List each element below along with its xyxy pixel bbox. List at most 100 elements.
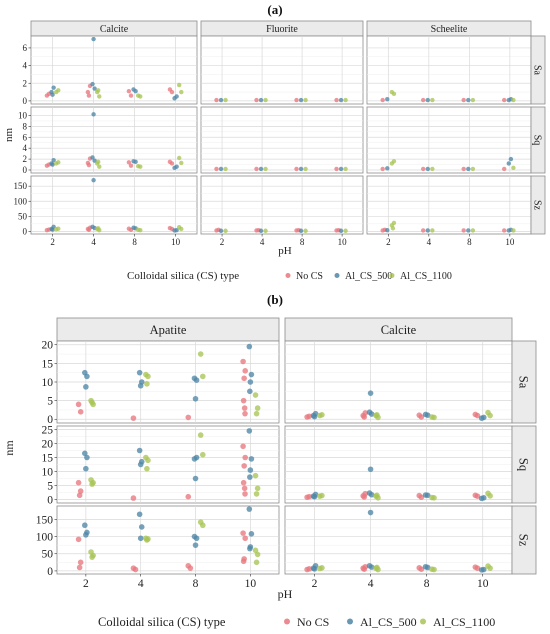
y-tick-label: 8 bbox=[23, 121, 28, 131]
point-al-cs-1100 bbox=[254, 405, 261, 411]
panel-a-calcite-sa: 0 2 4 6 bbox=[23, 35, 198, 106]
point-al-cs-500 bbox=[246, 506, 253, 512]
point-al-cs-1100 bbox=[252, 472, 259, 479]
figure-b-legend-title: Colloidal silica (CS) type bbox=[98, 615, 226, 629]
figure-a-xlabel: pH bbox=[278, 245, 292, 257]
point-no-cs bbox=[86, 227, 92, 233]
point-al-cs-1100 bbox=[511, 165, 516, 171]
point-no-cs bbox=[418, 494, 425, 501]
point-al-cs-500 bbox=[480, 566, 487, 573]
point-al-cs-500 bbox=[133, 88, 138, 94]
strip-b-apatite: Apatite bbox=[56, 317, 280, 342]
point-no-cs bbox=[240, 530, 246, 536]
point-al-cs-500 bbox=[83, 532, 89, 538]
panel-a-calcite-sz: 0 50 100 150 2 4 8 10 bbox=[14, 175, 198, 247]
point-al-cs-500 bbox=[246, 428, 253, 434]
point-al-cs-500 bbox=[50, 92, 55, 97]
y-tick-label: 4 bbox=[23, 61, 28, 71]
x-tick-label: 10 bbox=[171, 237, 181, 247]
point-no-cs bbox=[474, 493, 481, 499]
y-tick-label: 20 bbox=[42, 340, 54, 352]
figure-b-legend: Colloidal silica (CS) type No CS Al_CS_5… bbox=[98, 615, 495, 629]
point-al-cs-1100 bbox=[470, 97, 476, 103]
point-al-cs-500 bbox=[90, 155, 95, 160]
point-al-cs-500 bbox=[137, 382, 144, 389]
point-al-cs-1100 bbox=[176, 155, 182, 161]
point-al-cs-500 bbox=[51, 85, 56, 90]
point-al-cs-1100 bbox=[252, 392, 259, 398]
y-tick-label: 100 bbox=[36, 531, 54, 543]
row-strip-label-a-sz: Sz bbox=[532, 200, 543, 211]
y-tick-label: 20 bbox=[42, 438, 54, 450]
point-no-cs bbox=[86, 162, 92, 168]
panel-b-calcite-sz: 2 4 8 10 bbox=[284, 505, 513, 590]
point-al-cs-500 bbox=[137, 535, 144, 542]
point-al-cs-500 bbox=[385, 96, 390, 102]
point-al-cs-500 bbox=[258, 228, 264, 233]
point-al-cs-500 bbox=[368, 491, 375, 498]
point-no-cs bbox=[76, 564, 83, 571]
point-al-cs-1100 bbox=[343, 97, 348, 103]
panel-bg-a-calcite-sz bbox=[30, 175, 198, 235]
point-al-cs-500 bbox=[311, 413, 318, 420]
point-al-cs-500 bbox=[91, 177, 96, 183]
point-al-cs-1100 bbox=[179, 89, 184, 95]
figure-a-legend-item-al-cs-500: Al_CS_500 bbox=[334, 271, 392, 282]
point-al-cs-500 bbox=[246, 343, 253, 350]
y-tick-label: 0 bbox=[47, 414, 53, 426]
row-strip-label-b-sq: Sq bbox=[517, 458, 531, 472]
point-al-cs-1100 bbox=[223, 97, 228, 103]
point-al-cs-1100 bbox=[56, 226, 61, 231]
y-tick-label: 0 bbox=[23, 226, 28, 236]
point-al-cs-500 bbox=[247, 379, 254, 385]
figure-a-legend-marker-al-cs-1100 bbox=[389, 273, 395, 278]
point-al-cs-500 bbox=[50, 162, 55, 167]
point-no-cs bbox=[242, 410, 248, 417]
point-al-cs-500 bbox=[247, 545, 253, 552]
point-al-cs-1100 bbox=[303, 97, 308, 103]
point-no-cs bbox=[76, 492, 83, 499]
strip-label-b-apatite: Apatite bbox=[150, 323, 187, 337]
figure-b-legend-text-no-cs: No CS bbox=[297, 615, 329, 629]
point-al-cs-1100 bbox=[223, 228, 228, 233]
figure-b-legend-item-al-cs-1100: Al_CS_1100 bbox=[420, 615, 495, 629]
point-al-cs-500 bbox=[424, 564, 431, 571]
point-al-cs-500 bbox=[193, 535, 200, 542]
panel-a-fluorite-sq bbox=[200, 106, 364, 174]
point-no-cs bbox=[86, 93, 92, 98]
point-al-cs-1100 bbox=[176, 82, 182, 88]
point-no-cs bbox=[242, 454, 248, 461]
point-no-cs bbox=[361, 566, 368, 572]
point-al-cs-500 bbox=[83, 384, 89, 390]
row-strip-bg-b-sa bbox=[511, 340, 537, 424]
row-strip-label-a-sa: Sa bbox=[532, 65, 543, 76]
figure-b-legend-marker-al-cs-500 bbox=[347, 618, 353, 625]
point-no-cs bbox=[130, 415, 137, 421]
point-no-cs bbox=[420, 97, 426, 103]
panel-b-calcite-sa bbox=[284, 340, 513, 424]
point-al-cs-1100 bbox=[430, 228, 435, 233]
point-al-cs-500 bbox=[466, 228, 471, 233]
point-no-cs bbox=[420, 228, 426, 233]
panel-b-calcite-sq bbox=[284, 425, 513, 504]
point-no-cs bbox=[254, 166, 259, 172]
point-al-cs-1100 bbox=[319, 492, 325, 499]
point-al-cs-1100 bbox=[97, 94, 102, 99]
row-strip-bg-a-sa bbox=[530, 35, 546, 105]
strip-a-calcite: Calcite bbox=[30, 20, 198, 37]
point-al-cs-1100 bbox=[144, 465, 150, 472]
point-no-cs bbox=[306, 493, 313, 500]
point-no-cs bbox=[240, 479, 247, 486]
point-al-cs-500 bbox=[425, 97, 430, 103]
y-tick-label: 10 bbox=[42, 377, 54, 389]
point-al-cs-1100 bbox=[252, 547, 259, 554]
point-al-cs-1100 bbox=[56, 88, 61, 93]
point-al-cs-500 bbox=[92, 86, 97, 91]
point-no-cs bbox=[75, 479, 82, 486]
x-tick-label: 4 bbox=[427, 237, 432, 247]
point-al-cs-500 bbox=[466, 97, 471, 103]
x-tick-label: 2 bbox=[386, 237, 391, 247]
point-al-cs-500 bbox=[425, 166, 430, 172]
point-al-cs-1100 bbox=[303, 166, 308, 172]
point-al-cs-1100 bbox=[253, 559, 260, 566]
